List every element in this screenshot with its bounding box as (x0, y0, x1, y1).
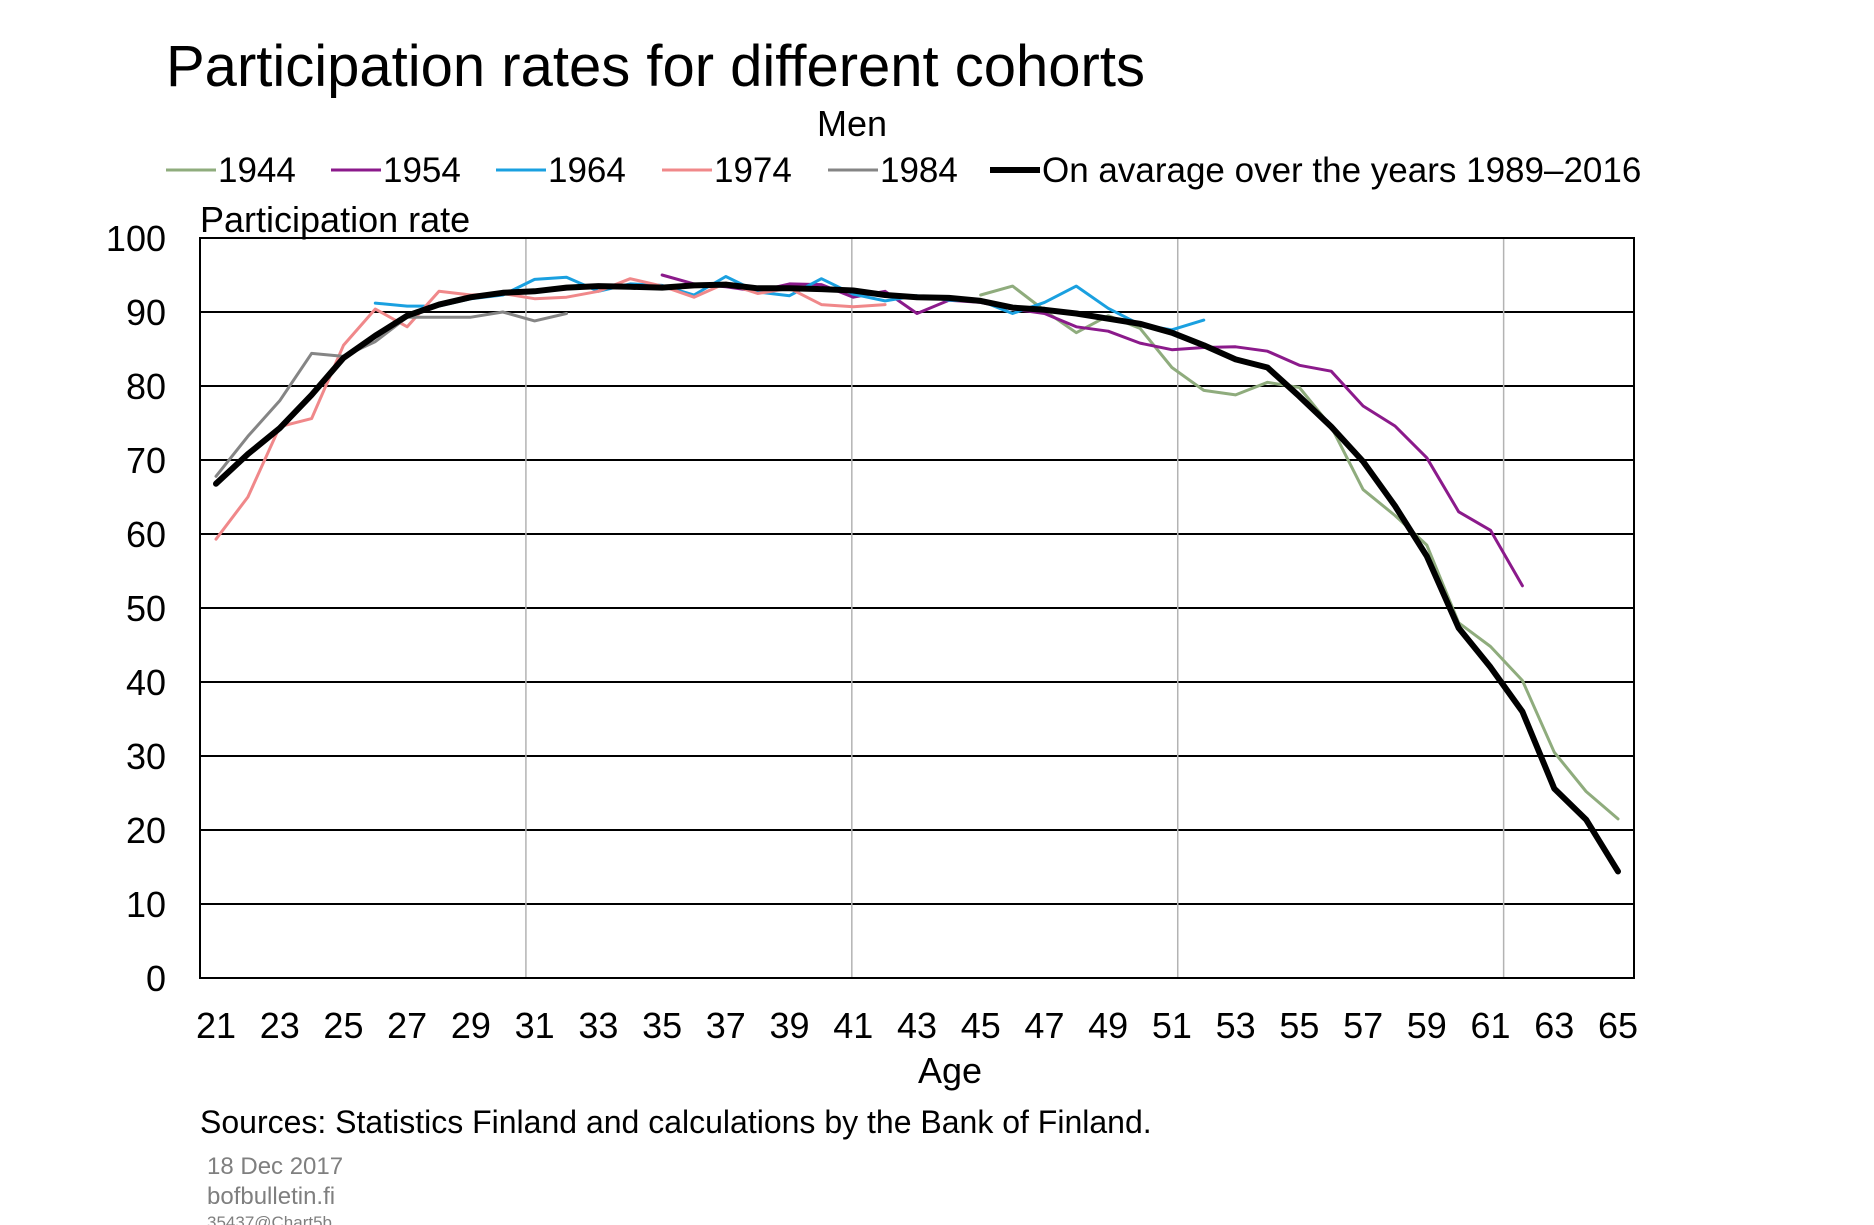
source-note: Sources: Statistics Finland and calculat… (200, 1104, 1152, 1140)
chart-id: 35437@Chart5b (207, 1213, 332, 1225)
y-axis-label: Participation rate (200, 199, 470, 240)
legend-label-0: 1944 (218, 151, 296, 190)
legend-label-5: On avarage over the years 1989–2016 (1042, 151, 1641, 190)
site-name: bofbulletin.fi (207, 1183, 335, 1210)
plot-area (199, 237, 1635, 979)
y-tick-label: 30 (126, 736, 166, 777)
x-tick-label: 33 (578, 1005, 618, 1046)
y-tick-label: 40 (126, 662, 166, 703)
x-tick-label: 39 (770, 1005, 810, 1046)
publish-date: 18 Dec 2017 (207, 1153, 343, 1180)
y-axis-ticks: 0 10 20 30 40 50 60 70 80 90 100 (106, 218, 166, 999)
legend: 1944 1954 1964 1974 1984 On avarage over the … (166, 151, 1641, 190)
y-tick-label: 0 (146, 958, 166, 999)
x-tick-label: 53 (1216, 1005, 1256, 1046)
y-tick-label: 60 (126, 514, 166, 555)
legend-label-4: 1984 (880, 151, 958, 190)
x-tick-label: 65 (1598, 1005, 1638, 1046)
y-tick-label: 10 (126, 884, 166, 925)
x-tick-label: 37 (706, 1005, 746, 1046)
x-tick-label: 21 (196, 1005, 236, 1046)
legend-label-1: 1954 (383, 151, 461, 190)
x-tick-label: 55 (1279, 1005, 1319, 1046)
legend-label-2: 1964 (548, 151, 626, 190)
y-tick-label: 100 (106, 218, 166, 259)
series-line-5 (213, 281, 1621, 875)
x-tick-label: 61 (1471, 1005, 1511, 1046)
x-tick-label: 63 (1534, 1005, 1574, 1046)
x-tick-label: 59 (1407, 1005, 1447, 1046)
x-axis-ticks: 21 23 25 27 29 31 33 35 37 39 41 43 45 47 49 51 53 55 57 59… (196, 1005, 1638, 1046)
x-tick-label: 35 (642, 1005, 682, 1046)
series-line-4 (214, 310, 568, 478)
gridlines (200, 238, 1634, 978)
x-tick-label: 29 (451, 1005, 491, 1046)
x-tick-label: 45 (961, 1005, 1001, 1046)
x-axis-label: Age (918, 1050, 982, 1091)
x-tick-label: 23 (260, 1005, 300, 1046)
x-tick-label: 51 (1152, 1005, 1192, 1046)
series-lines (213, 273, 1621, 875)
x-tick-label: 31 (515, 1005, 555, 1046)
x-tick-label: 25 (323, 1005, 363, 1046)
x-tick-label: 27 (387, 1005, 427, 1046)
legend-label-3: 1974 (714, 151, 792, 190)
chart-subtitle: Men (817, 103, 887, 144)
y-tick-label: 70 (126, 440, 166, 481)
x-tick-label: 47 (1024, 1005, 1064, 1046)
y-tick-label: 50 (126, 588, 166, 629)
x-tick-label: 49 (1088, 1005, 1128, 1046)
y-tick-label: 20 (126, 810, 166, 851)
x-tick-label: 57 (1343, 1005, 1383, 1046)
y-tick-label: 80 (126, 366, 166, 407)
chart-title: Participation rates for different cohort… (166, 34, 1145, 99)
x-tick-label: 43 (897, 1005, 937, 1046)
y-tick-label: 90 (126, 292, 166, 333)
x-tick-label: 41 (833, 1005, 873, 1046)
series-line-1 (660, 273, 1524, 588)
